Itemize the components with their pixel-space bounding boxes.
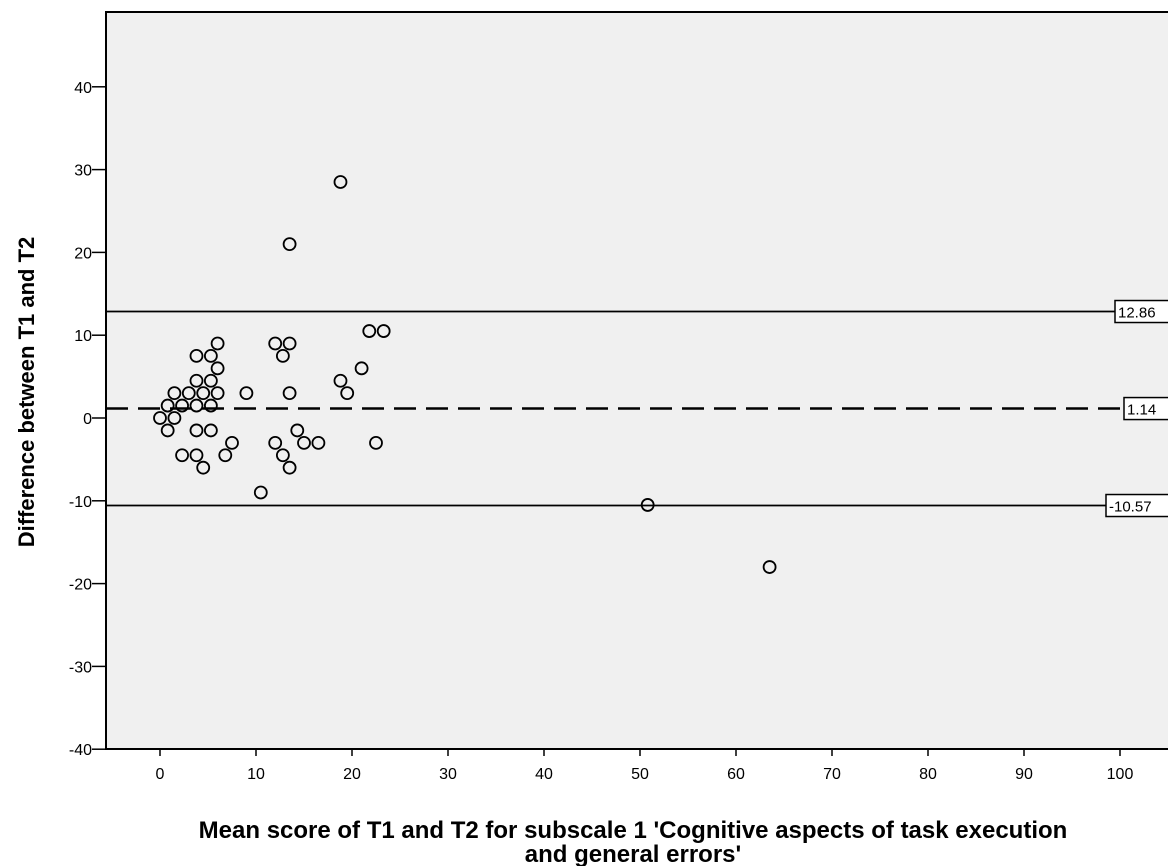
data-point <box>160 398 175 413</box>
y-tick-label: -20 <box>69 577 92 594</box>
x-tick-label: 20 <box>343 766 361 783</box>
data-point <box>196 386 211 401</box>
y-tick-label: -40 <box>69 742 92 759</box>
data-point <box>175 398 189 413</box>
data-point <box>210 361 225 376</box>
data-point <box>362 324 377 338</box>
y-axis-title: Difference between T1 and T2 <box>14 237 39 548</box>
data-point <box>203 423 218 438</box>
y-tick-label: 0 <box>83 411 92 428</box>
data-point <box>189 448 204 463</box>
x-axis-title-line-2: and general errors' <box>525 841 741 866</box>
reference-label-box <box>1105 493 1168 518</box>
data-point <box>218 448 233 463</box>
reference-label-box <box>1114 299 1168 324</box>
y-tick-label: 40 <box>74 80 92 97</box>
data-point <box>189 373 204 388</box>
data-point <box>282 460 297 475</box>
data-points <box>153 175 777 574</box>
x-tick-label: 80 <box>919 766 937 783</box>
data-point <box>268 435 283 450</box>
data-point <box>153 411 167 425</box>
data-point <box>275 348 290 363</box>
plot-area <box>105 11 1168 750</box>
x-tick-label: 60 <box>727 766 745 783</box>
x-tick-label: 50 <box>631 766 649 783</box>
x-tick-label: 0 <box>156 766 165 783</box>
data-point <box>282 336 297 351</box>
data-point <box>189 423 204 438</box>
y-tick-label: 10 <box>74 328 92 345</box>
data-point <box>297 435 311 450</box>
reference-lines: 12.86 1.14 -10.57 <box>106 299 1168 518</box>
y-tick-label: -10 <box>69 494 92 511</box>
data-point <box>239 386 254 401</box>
data-point <box>268 336 283 351</box>
data-point <box>369 435 383 450</box>
x-tick-label: 10 <box>247 766 265 783</box>
y-tick-label: 30 <box>74 163 92 180</box>
data-point <box>175 448 189 463</box>
data-point <box>311 435 326 450</box>
data-point <box>225 435 239 450</box>
data-point <box>181 386 196 401</box>
data-point <box>203 348 218 363</box>
x-axis: 0 10 20 30 40 50 60 70 80 90 100 <box>106 748 1168 783</box>
data-point <box>640 498 655 512</box>
data-point <box>290 423 305 438</box>
data-point <box>340 386 355 401</box>
data-point <box>354 361 369 376</box>
data-point <box>167 386 182 401</box>
data-point <box>189 398 204 413</box>
x-tick-label: 90 <box>1015 766 1033 783</box>
data-point <box>160 423 175 438</box>
y-axis: -40 -30 -20 -10 0 10 20 30 40 <box>69 12 107 759</box>
reference-label: 1.14 <box>1127 402 1156 419</box>
data-point <box>762 560 777 574</box>
data-point <box>167 411 182 425</box>
x-tick-label: 30 <box>439 766 457 783</box>
data-point <box>376 324 391 338</box>
x-tick-label: 40 <box>535 766 553 783</box>
y-tick-label: -30 <box>69 659 92 676</box>
data-point <box>203 398 218 413</box>
data-point <box>210 336 225 351</box>
y-tick-label: 20 <box>74 245 92 262</box>
reference-label: 12.86 <box>1118 305 1156 322</box>
data-point <box>275 448 290 463</box>
data-point <box>210 386 225 401</box>
data-point <box>282 237 297 252</box>
x-tick-label: 70 <box>823 766 841 783</box>
data-point <box>333 373 348 388</box>
data-point <box>196 460 211 475</box>
data-point <box>189 348 204 363</box>
x-axis-title-line-1: Mean score of T1 and T2 for subscale 1 '… <box>199 817 1068 844</box>
reference-label: -10.57 <box>1109 499 1152 516</box>
data-point <box>282 386 297 401</box>
data-point <box>203 373 218 388</box>
reference-label-box <box>1123 396 1168 421</box>
data-point <box>333 175 348 189</box>
data-point <box>253 485 268 500</box>
x-tick-label: 100 <box>1107 766 1134 783</box>
